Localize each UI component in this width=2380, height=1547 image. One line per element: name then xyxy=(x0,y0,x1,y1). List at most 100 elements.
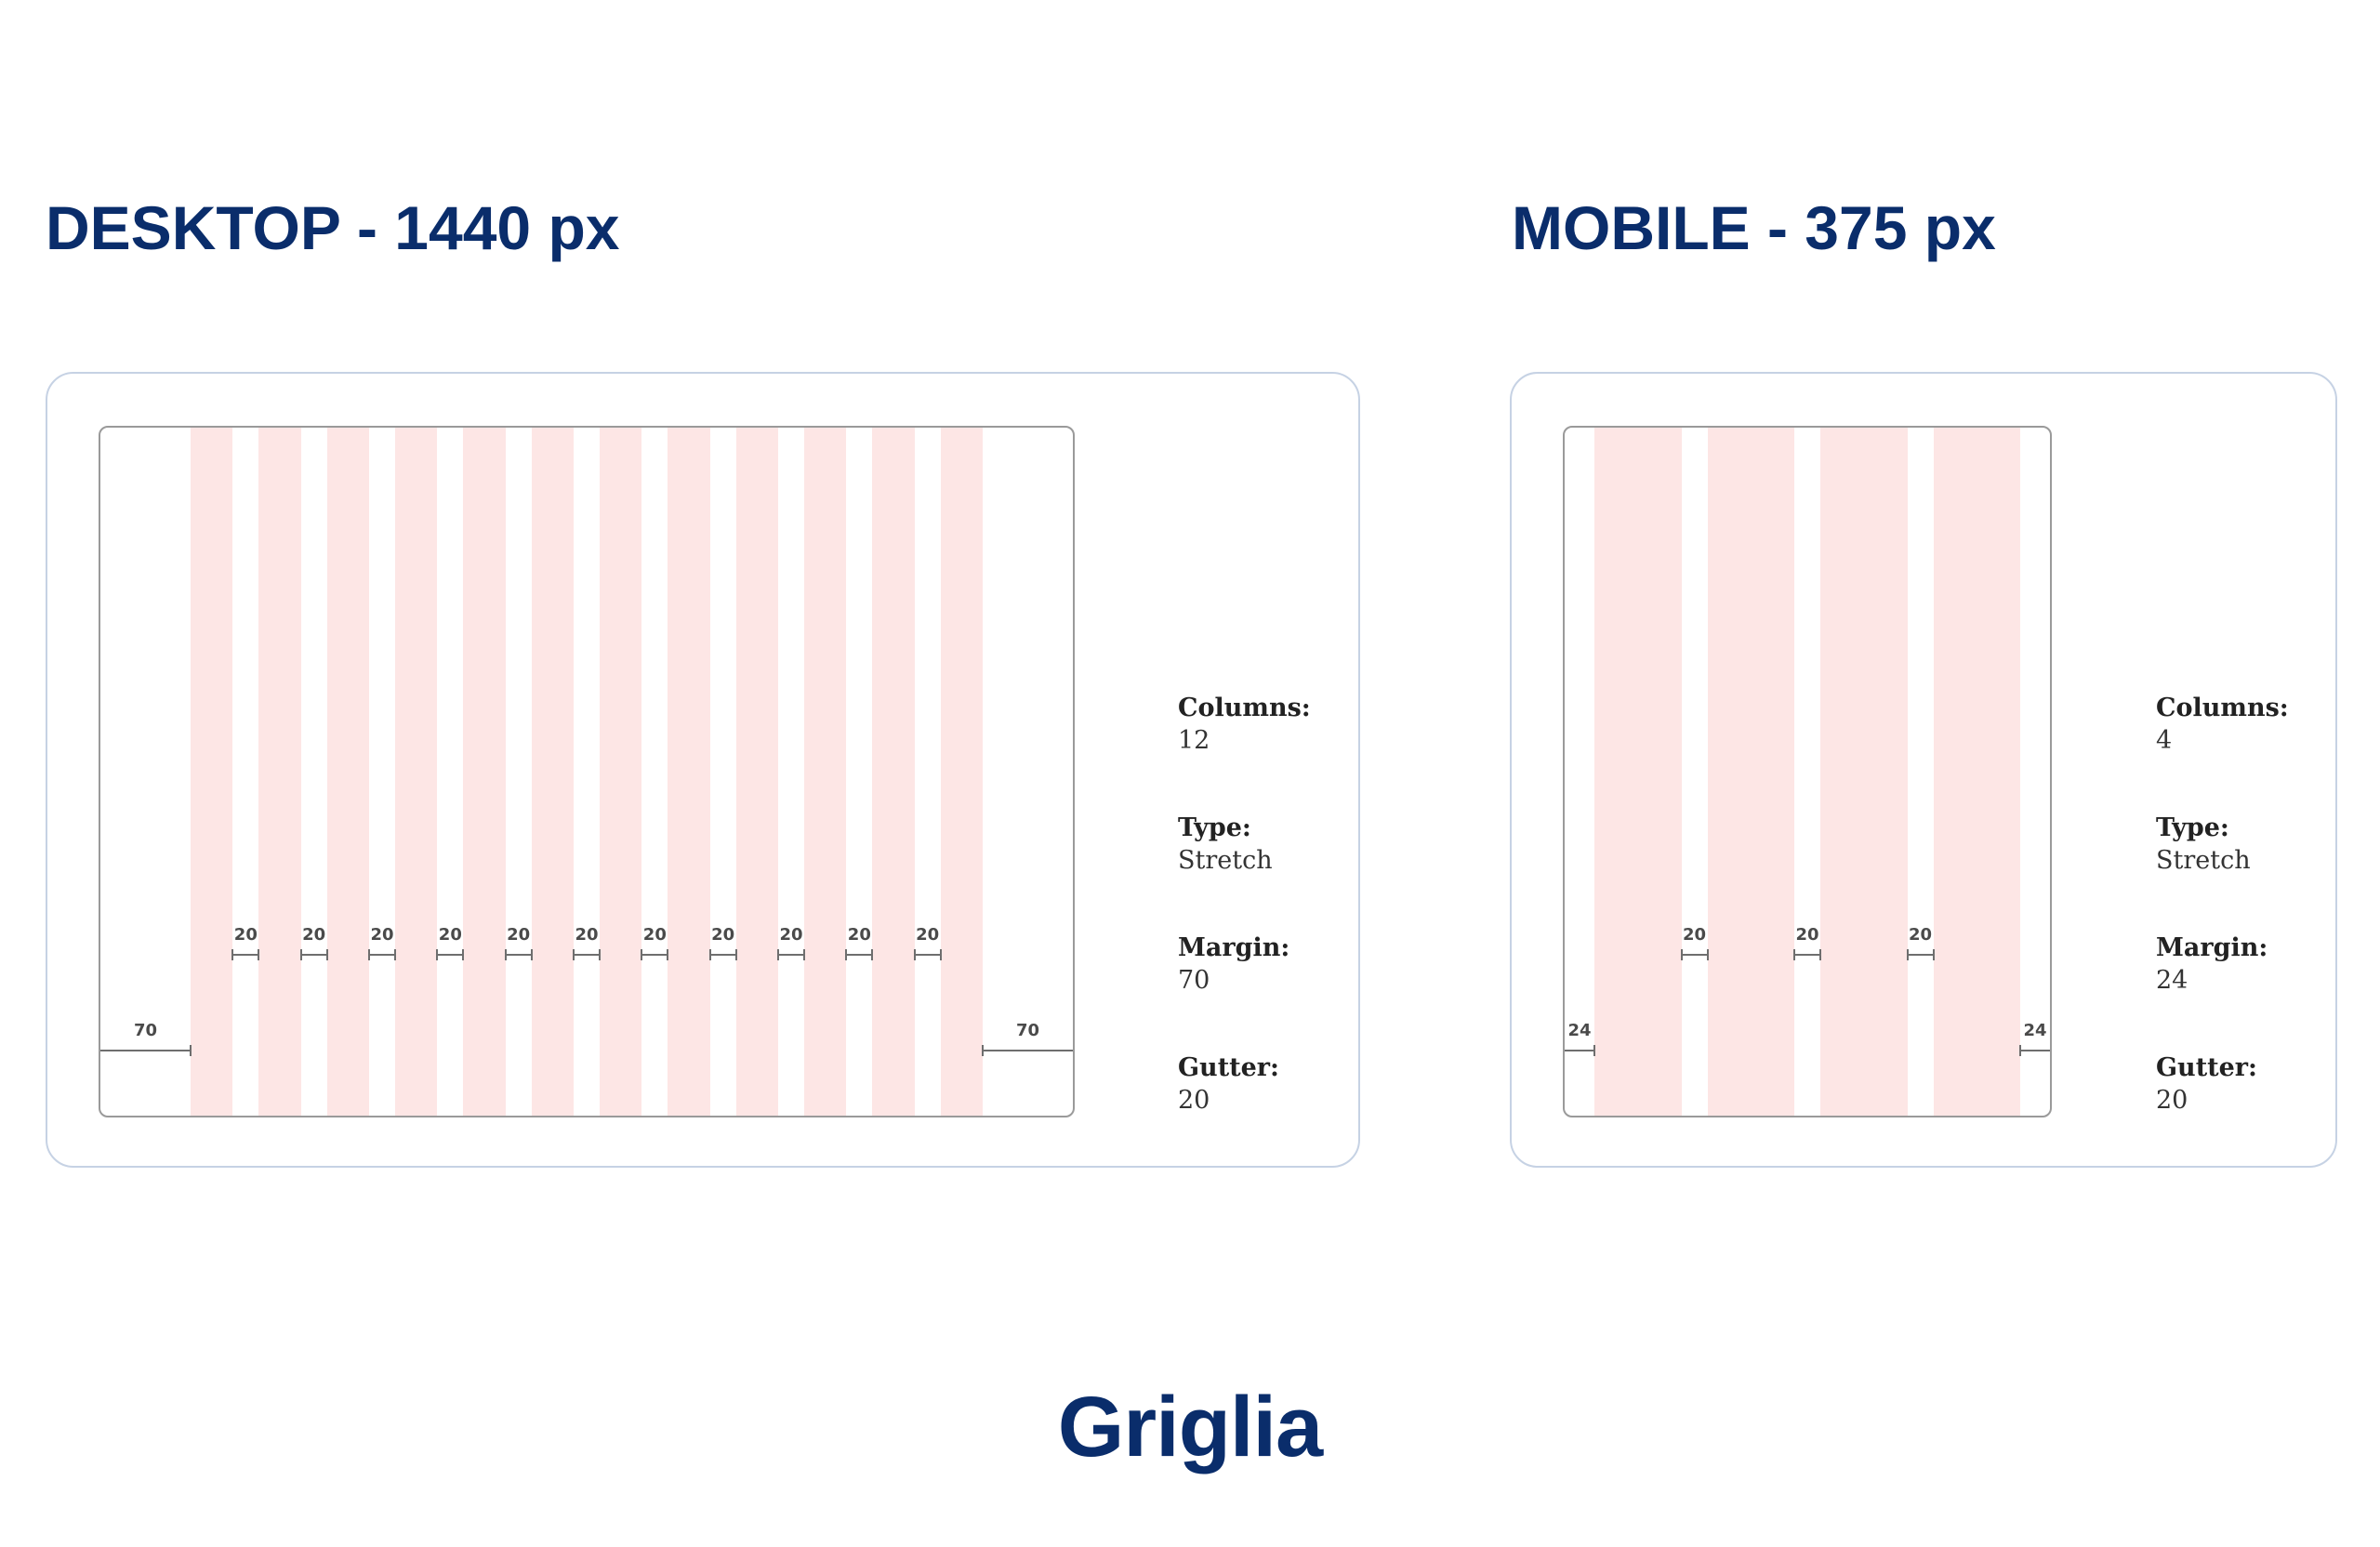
margin-dimension-label: 70 xyxy=(1015,1021,1040,1040)
gutter-dimension-tick xyxy=(573,949,575,960)
spec-value: Stretch xyxy=(2156,846,2251,875)
gutter-dimension-tick xyxy=(667,949,669,960)
gutter-dimension-line xyxy=(505,954,532,956)
gutter-dimension-label: 20 xyxy=(507,925,531,945)
gutter-dimension-line xyxy=(232,954,259,956)
gutter-dimension-label: 20 xyxy=(916,925,940,945)
gutter-dimension-tick xyxy=(504,949,507,960)
margin-dimension-line xyxy=(2020,1050,2050,1051)
grid-column xyxy=(258,428,301,1116)
mobile-title: MOBILE - 375 px xyxy=(1512,193,1996,262)
mobile-spec-columns: Columns: 4 xyxy=(2156,692,2289,812)
grid-column xyxy=(940,428,983,1116)
grid-column xyxy=(531,428,574,1116)
gutter-dimension-tick xyxy=(1680,949,1683,960)
gutter-dimension-tick xyxy=(1819,949,1821,960)
desktop-spec-type: Type: Stretch xyxy=(1178,812,1311,932)
gutter-dimension-label: 20 xyxy=(1682,925,1707,945)
grid-column xyxy=(1594,428,1682,1116)
gutter-dimension-label: 20 xyxy=(302,925,326,945)
margin-dimension-tick xyxy=(1593,1045,1595,1056)
spec-value: Stretch xyxy=(1178,846,1273,875)
gutter-dimension-tick xyxy=(1706,949,1709,960)
gutter-dimension-label: 20 xyxy=(575,925,599,945)
gutter-dimension-line xyxy=(1681,954,1708,956)
gutter-dimension-label: 20 xyxy=(847,925,871,945)
gutter-dimension-tick xyxy=(325,949,328,960)
margin-dimension-tick xyxy=(190,1045,192,1056)
margin-dimension-label: 70 xyxy=(133,1021,158,1040)
gutter-dimension-tick xyxy=(368,949,370,960)
margin-dimension-label: 24 xyxy=(1567,1021,1592,1040)
mobile-spec-gutter: Gutter: 20 xyxy=(2156,1051,2289,1171)
gutter-dimension-line xyxy=(709,954,736,956)
gutter-dimension-tick xyxy=(299,949,302,960)
grid-column xyxy=(600,428,642,1116)
gutter-dimension-tick xyxy=(599,949,601,960)
desktop-spec-columns: Columns: 12 xyxy=(1178,692,1311,812)
desktop-spec-gutter: Gutter: 20 xyxy=(1178,1051,1311,1171)
spec-value: 4 xyxy=(2156,726,2173,755)
gutter-dimension-label: 20 xyxy=(779,925,803,945)
desktop-spec-margin: Margin: 70 xyxy=(1178,932,1311,1051)
gutter-dimension-tick xyxy=(708,949,711,960)
spec-value: 20 xyxy=(2156,1086,2188,1115)
gutter-dimension-line xyxy=(1794,954,1820,956)
gutter-dimension-line xyxy=(300,954,327,956)
gutter-dimension-tick xyxy=(1793,949,1795,960)
margin-dimension-line xyxy=(983,1050,1073,1051)
gutter-dimension-line xyxy=(778,954,804,956)
margin-dimension-line xyxy=(100,1050,191,1051)
gutter-dimension-label: 20 xyxy=(438,925,462,945)
desktop-specs: Columns: 12 Type: Stretch Margin: 70 Gut… xyxy=(1178,692,1311,1171)
grid-column xyxy=(1820,428,1908,1116)
gutter-dimension-tick xyxy=(845,949,848,960)
desktop-grid-card: 20 20 20 20 20 20 20 20 20 20 20 70 70 Columns: 12 T… xyxy=(46,372,1360,1168)
gutter-dimension-tick xyxy=(394,949,396,960)
grid-column xyxy=(872,428,915,1116)
gutter-dimension-line xyxy=(846,954,873,956)
grid-column xyxy=(395,428,438,1116)
spec-label: Type: xyxy=(1178,813,1251,842)
gutter-dimension-label: 20 xyxy=(711,925,735,945)
gutter-dimension-tick xyxy=(462,949,465,960)
gutter-dimension-line xyxy=(641,954,668,956)
spec-label: Columns: xyxy=(1178,694,1311,722)
gutter-dimension-tick xyxy=(231,949,234,960)
gutter-dimension-line xyxy=(437,954,464,956)
grid-column xyxy=(804,428,847,1116)
gutter-dimension-tick xyxy=(913,949,916,960)
gutter-dimension-tick xyxy=(871,949,874,960)
margin-dimension-tick xyxy=(982,1045,984,1056)
gutter-dimension-tick xyxy=(777,949,779,960)
grid-column xyxy=(735,428,778,1116)
grid-column xyxy=(463,428,506,1116)
spec-label: Margin: xyxy=(2156,933,2268,962)
gutter-dimension-tick xyxy=(436,949,439,960)
gutter-dimension-label: 20 xyxy=(370,925,394,945)
gutter-dimension-line xyxy=(369,954,395,956)
spec-label: Gutter: xyxy=(2156,1053,2258,1082)
mobile-spec-margin: Margin: 24 xyxy=(2156,932,2289,1051)
gutter-dimension-label: 20 xyxy=(1908,925,1933,945)
gutter-dimension-tick xyxy=(258,949,260,960)
gutter-dimension-line xyxy=(1907,954,1934,956)
gutter-dimension-label: 20 xyxy=(642,925,667,945)
mobile-grid-card: 20 20 20 24 24 Columns: 4 Type: Stretch Marg… xyxy=(1510,372,2337,1168)
spec-label: Margin: xyxy=(1178,933,1290,962)
spec-label: Gutter: xyxy=(1178,1053,1280,1082)
spec-value: 12 xyxy=(1178,726,1210,755)
grid-column xyxy=(1707,428,1794,1116)
gutter-dimension-tick xyxy=(734,949,737,960)
desktop-title: DESKTOP - 1440 px xyxy=(46,193,620,262)
spec-label: Columns: xyxy=(2156,694,2289,722)
gutter-dimension-tick xyxy=(1932,949,1935,960)
spec-value: 20 xyxy=(1178,1086,1210,1115)
desktop-viewport-frame: 20 20 20 20 20 20 20 20 20 20 20 70 70 xyxy=(99,426,1075,1117)
gutter-dimension-tick xyxy=(1906,949,1909,960)
margin-dimension-line xyxy=(1565,1050,1594,1051)
spec-label: Type: xyxy=(2156,813,2229,842)
gutter-dimension-label: 20 xyxy=(1795,925,1819,945)
gutter-dimension-tick xyxy=(939,949,942,960)
griglia-logo: Griglia xyxy=(1057,1380,1323,1474)
